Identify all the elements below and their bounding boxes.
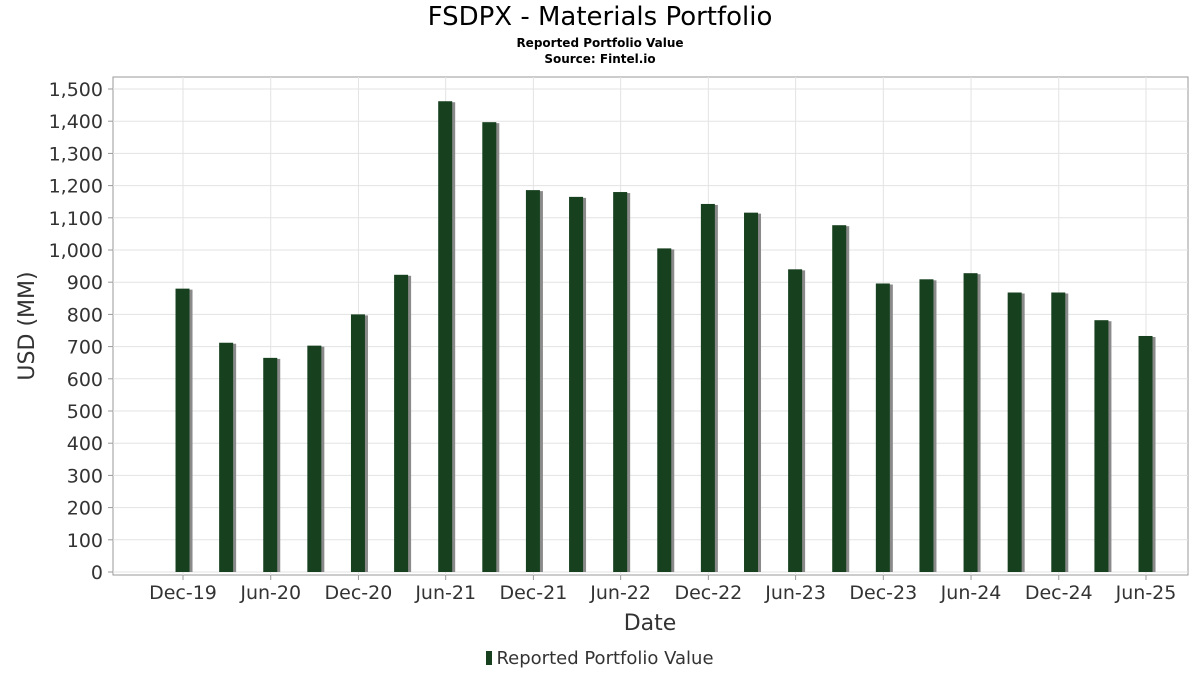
y-tick-label: 100 [67,530,103,552]
bar [657,248,672,572]
chart-subtitle: Reported Portfolio Value [516,36,684,50]
legend: Reported Portfolio Value [0,648,1200,669]
y-axis-label: USD (MM) [15,271,40,380]
x-tick-label: Dec-24 [1025,582,1093,604]
x-tick-label: Dec-19 [149,582,217,604]
bar [569,196,584,572]
x-tick-label: Jun-24 [940,582,1002,604]
bar [919,279,934,572]
bar [963,273,978,572]
bar [1051,292,1066,572]
bar [175,288,190,572]
bar [613,192,628,573]
y-tick-label: 1,000 [49,240,103,262]
y-tick-label: 0 [91,562,103,584]
x-axis-ticks: Dec-19 Jun-20 Dec-20 Jun-21 Dec-21 Jun-22 Dec-… [149,575,1176,604]
y-tick-label: 1,500 [49,79,103,101]
x-tick-label: Jun-25 [1115,582,1177,604]
x-tick-label: Dec-23 [849,582,917,604]
x-tick-label: Dec-20 [325,582,393,604]
bar [438,101,453,573]
bar [700,203,715,573]
bar [350,314,365,572]
y-tick-label: 400 [67,433,103,455]
x-tick-label: Jun-20 [239,582,301,604]
bar-series [175,101,1156,573]
y-tick-label: 300 [67,465,103,487]
legend-swatch [486,651,493,665]
bar [875,283,890,572]
y-tick-label: 500 [67,401,103,423]
chart-source: Source: Fintel.io [544,52,656,66]
y-tick-label: 1,200 [49,176,103,198]
bar [394,274,409,572]
y-tick-label: 700 [67,337,103,359]
bar [525,190,540,572]
y-tick-label: 600 [67,369,103,391]
bar [1094,320,1109,572]
y-axis-ticks: 0 100 200 300 400 500 600 700 800 900 1,000 1,100 1,… [49,79,113,584]
bar [1138,335,1153,572]
legend-label: Reported Portfolio Value [496,648,714,669]
y-tick-label: 800 [67,304,103,326]
x-tick-label: Jun-22 [589,582,651,604]
bar [482,122,497,572]
bar [788,269,803,572]
chart-title: FSDPX - Materials Portfolio [427,2,773,32]
bar [307,345,322,572]
y-tick-label: 200 [67,498,103,520]
y-tick-label: 1,100 [49,208,103,230]
x-tick-label: Jun-23 [764,582,826,604]
x-tick-label: Dec-21 [499,582,567,604]
x-tick-label: Dec-22 [674,582,742,604]
bar [263,357,278,572]
bar [219,342,234,572]
bar [744,212,759,572]
y-tick-label: 1,300 [49,143,103,165]
y-tick-label: 900 [67,272,103,294]
x-tick-label: Jun-21 [414,582,476,604]
y-tick-label: 1,400 [49,111,103,133]
bar [832,225,847,572]
x-axis-label: Date [624,611,677,636]
bar [1007,292,1022,572]
